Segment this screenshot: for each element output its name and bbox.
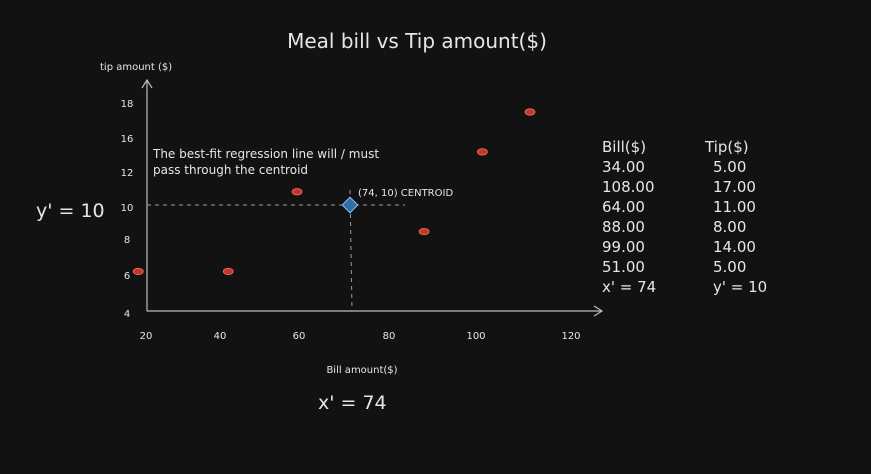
- centroid-marker-group: (74, 10) CENTROID: [341, 188, 453, 214]
- data-point: [418, 227, 430, 236]
- table-cell: 17.00: [713, 178, 756, 196]
- x-tick-label: 60: [293, 331, 306, 342]
- y-tick-label: 18: [121, 99, 134, 110]
- y-tick-label: 8: [124, 235, 130, 246]
- data-point: [476, 148, 488, 156]
- table-header: Bill($): [602, 138, 646, 156]
- centroid-guides: [147, 189, 405, 312]
- table-cell: 88.00: [602, 218, 645, 236]
- x-mean-label: x' = 74: [318, 392, 387, 414]
- y-tick-label: 12: [121, 168, 134, 179]
- data-points: [132, 108, 536, 276]
- table-footer: y' = 10: [713, 278, 767, 296]
- data-point: [132, 267, 144, 276]
- table-cell: 99.00: [602, 238, 645, 256]
- data-table: Bill($) Tip($) 34.00 5.00 108.00 17.00 64.00 11…: [602, 138, 767, 296]
- table-cell: 14.00: [713, 238, 756, 256]
- annotation-line-1: The best-fit regression line will / must: [152, 147, 379, 161]
- y-axis-label: tip amount ($): [100, 62, 172, 73]
- data-point: [524, 108, 536, 116]
- y-mean-label: y' = 10: [36, 200, 105, 222]
- tick-labels: 20 40 60 80 100 120 4 6 8 10 12 16 18: [121, 99, 581, 342]
- x-axis-label: Bill amount($): [326, 365, 397, 376]
- table-header: Tip($): [704, 138, 749, 156]
- data-point: [222, 267, 234, 276]
- x-tick-label: 100: [466, 331, 485, 342]
- y-tick-label: 6: [124, 271, 130, 282]
- centroid-marker: [341, 196, 359, 214]
- table-cell: 51.00: [602, 258, 645, 276]
- table-cell: 64.00: [602, 198, 645, 216]
- table-cell: 5.00: [713, 158, 746, 176]
- table-cell: 11.00: [713, 198, 756, 216]
- y-tick-label: 16: [121, 134, 134, 145]
- x-tick-label: 120: [561, 331, 580, 342]
- chart-title: Meal bill vs Tip amount($): [287, 29, 547, 53]
- y-axis-arrow: [141, 78, 153, 89]
- axes: [141, 78, 604, 317]
- y-tick-label: 4: [124, 309, 130, 320]
- data-point: [291, 188, 303, 196]
- table-cell: 108.00: [602, 178, 655, 196]
- x-tick-label: 20: [140, 331, 153, 342]
- centroid-label: (74, 10) CENTROID: [358, 188, 453, 199]
- table-cell: 34.00: [602, 158, 645, 176]
- x-tick-label: 40: [214, 331, 227, 342]
- x-tick-label: 80: [383, 331, 396, 342]
- table-cell: 5.00: [713, 258, 746, 276]
- x-axis-arrow: [593, 305, 604, 317]
- y-tick-label: 10: [121, 203, 134, 214]
- table-footer: x' = 74: [602, 278, 656, 296]
- annotation-line-2: pass through the centroid: [153, 163, 308, 177]
- table-cell: 8.00: [713, 218, 746, 236]
